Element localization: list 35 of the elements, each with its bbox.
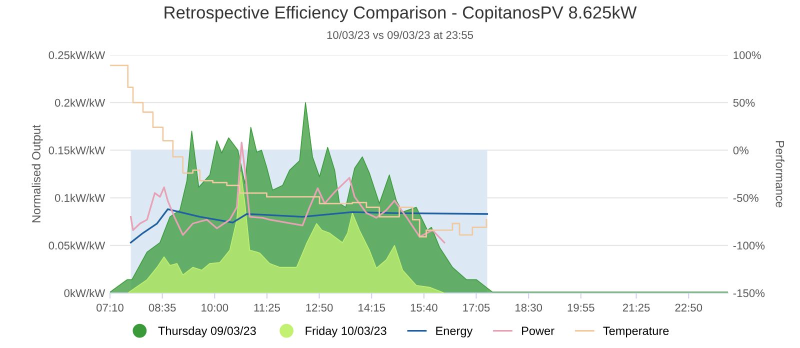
legend-label: Thursday 09/03/23 [158, 326, 256, 338]
y2-tick-label: 50% [733, 98, 755, 107]
x-tick-label: 12:50 [306, 304, 333, 312]
y-tick-label: 0.05kW/kW [48, 241, 106, 250]
chart-subtitle: 10/03/23 vs 09/03/23 at 23:55 [327, 30, 474, 39]
x-tick-label: 22:50 [675, 304, 702, 312]
x-tick-label: 21:25 [622, 304, 650, 312]
legend-label: Energy [436, 326, 473, 338]
x-tick-label: 17:05 [463, 304, 490, 312]
x-tick-label: 18:30 [516, 304, 542, 312]
y-tick-label: 0.15kW/kW [48, 146, 106, 154]
x-tick-label: 11:25 [254, 304, 280, 312]
x-tick-label: 19:55 [568, 304, 594, 312]
y-axis-title: Normalised Output [32, 124, 43, 222]
line-series [130, 142, 446, 244]
x-tick-label: 14:15 [358, 304, 386, 312]
legend-label: Friday 10/03/23 [306, 326, 386, 338]
x-tick-label: 10:00 [202, 304, 228, 312]
y-tick-label: 0.25kW/kW [48, 50, 106, 60]
y-tick-label: 0.2kW/kW [54, 98, 106, 107]
x-tick-label: 07:10 [96, 304, 124, 312]
chart-title: Retrospective Efficiency Comparison - CopitanosPV 8.625kW [164, 6, 637, 22]
y2-tick-label: 100% [734, 51, 761, 60]
y2-axis-title: Performance [776, 141, 784, 208]
line-series [130, 208, 488, 244]
legend-label: Power [522, 326, 554, 336]
legend-label: Temperature [603, 326, 669, 338]
y2-tick-label: -50% [733, 194, 758, 202]
y-tick-label: 0.1kW/kW [54, 194, 106, 202]
y2-tick-label: -100% [733, 242, 765, 250]
y2-tick-label: -150% [733, 289, 765, 298]
x-tick-label: 08:35 [148, 304, 176, 312]
x-tick-label: 15:40 [410, 304, 438, 312]
y-tick-label: 0kW/kW [64, 288, 106, 298]
y2-tick-label: 0% [733, 146, 749, 154]
